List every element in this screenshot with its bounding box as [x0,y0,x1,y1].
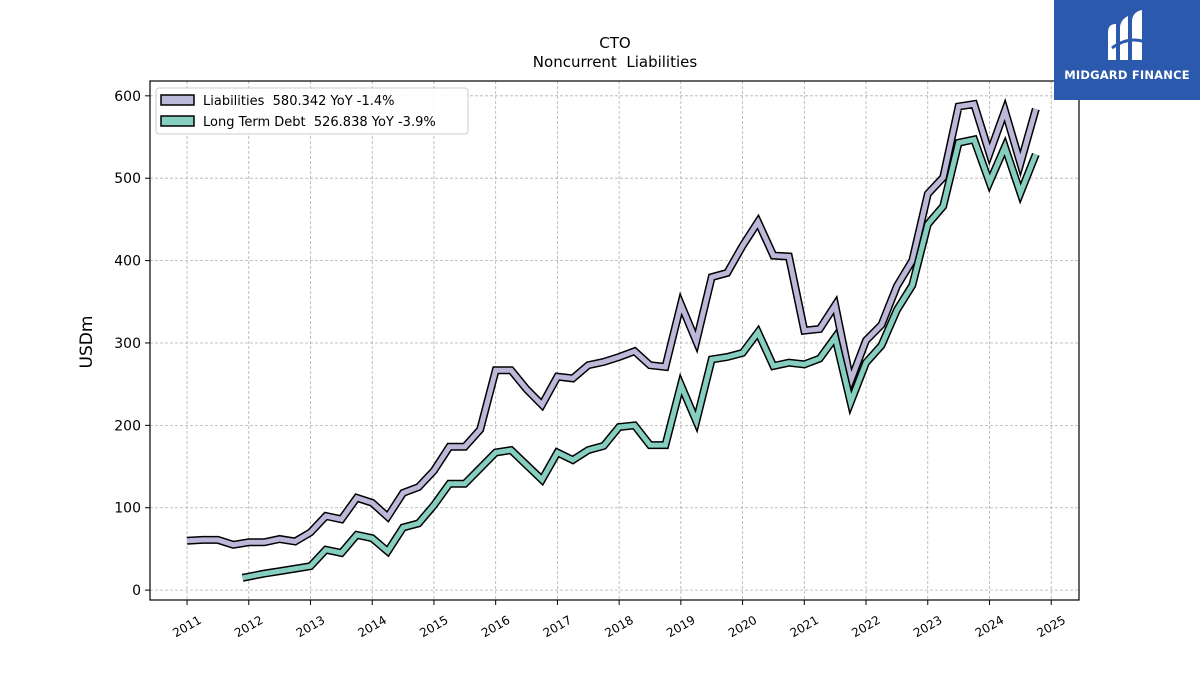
x-tick-label: 2016 [479,613,512,640]
x-tick-label: 2020 [726,613,759,640]
legend: Liabilities 580.342 YoY -1.4% Long Term D… [155,87,469,135]
x-tick-label: 2024 [973,613,1006,640]
y-tick-label: 0 [132,583,141,599]
x-tick-label: 2014 [355,613,388,640]
x-tick-label: 2021 [788,613,821,640]
x-tick-label: 2025 [1034,613,1067,640]
y-tick-label: 100 [114,501,141,517]
y-tick-label: 300 [114,336,141,352]
y-tick-label: 400 [114,254,141,270]
legend-label-long-term-debt: Long Term Debt 526.838 YoY -3.9% [203,115,436,130]
brand-name: MIDGARD FINANCE [1064,68,1190,82]
legend-box [155,87,469,135]
chart-subtitle: Noncurrent Liabilities [533,53,698,71]
brand-mark-icon [1108,10,1147,60]
chart-title: CTO [599,34,630,52]
brand-logo: MIDGARD FINANCE [1054,0,1200,100]
y-tick-label: 200 [114,418,141,434]
x-tick-label: 2015 [417,613,450,640]
series-outline-liabilities [186,97,1040,549]
grid [150,81,1079,600]
series-line-long-term-debt [242,136,1039,581]
x-tick-label: 2023 [911,613,944,640]
x-tick-label: 2018 [602,613,635,640]
x-tick-label: 2011 [170,613,203,640]
legend-swatch-liabilities [160,94,195,106]
series-lines [186,97,1040,582]
legend-swatch-long-term-debt [160,115,195,127]
plot-frame [149,80,1080,601]
series-line-liabilities [186,101,1039,548]
x-tick-label: 2017 [541,613,574,640]
x-tick-label: 2022 [849,613,882,640]
y-axis-label: USDm [77,316,97,369]
y-tick-label: 600 [114,89,141,105]
x-tick-label: 2012 [232,613,265,640]
legend-label-liabilities: Liabilities 580.342 YoY -1.4% [203,94,395,109]
x-tick-label: 2013 [294,613,327,640]
x-tick-label: 2019 [664,613,697,640]
y-tick-label: 500 [114,171,141,187]
